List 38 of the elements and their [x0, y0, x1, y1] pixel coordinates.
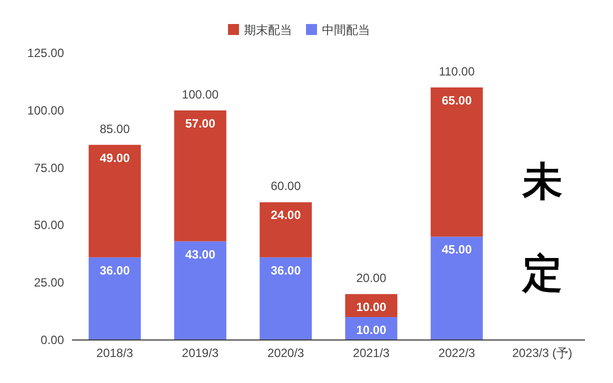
total-label: 100.00 [182, 87, 219, 102]
x-tick-label: 2021/3 [352, 346, 390, 360]
bar [88, 144, 141, 258]
text: 未定 [522, 160, 562, 296]
legend-label: 期末配当 [244, 23, 292, 37]
data-label: 43.00 [185, 247, 216, 262]
bar [260, 202, 312, 258]
y-tick-label: 125.00 [27, 46, 64, 60]
data-label: 45.00 [442, 242, 472, 257]
data-label: 36.00 [100, 263, 130, 278]
y-tick-label: 50.00 [34, 218, 64, 232]
data-label: 65.00 [442, 93, 472, 108]
total-label: 85.00 [100, 122, 130, 136]
x-tick-label: 2022/3 [438, 346, 476, 360]
data-label: 24.00 [270, 208, 302, 222]
data-label: 10.00 [356, 300, 387, 314]
bar [430, 87, 483, 237]
x-tick-label: 2019/3 [182, 346, 219, 360]
bar [88, 257, 141, 340]
total-label: 110.00 [438, 64, 475, 78]
legend-label: 中間配当 [322, 23, 370, 37]
x-tick-label: 2023/3 (予) [512, 346, 572, 360]
total-label: 60.00 [270, 179, 302, 194]
y-tick-label: 0.00 [40, 333, 64, 347]
bar [174, 110, 226, 242]
data-label: 49.00 [100, 150, 130, 165]
y-tick-label: 75.00 [34, 160, 64, 175]
x-tick-label: 2020/3 [267, 346, 304, 360]
bar [260, 257, 312, 340]
data-label: 57.00 [185, 116, 216, 130]
total-label: 20.00 [356, 271, 387, 286]
y-tick-label: 25.00 [34, 276, 64, 290]
data-label: 36.00 [270, 263, 302, 278]
bar [174, 241, 226, 340]
x-tick-label: 2018/3 [96, 346, 134, 360]
bar [430, 236, 483, 340]
data-label: 10.00 [356, 323, 387, 338]
y-tick-label: 100.00 [27, 103, 64, 118]
